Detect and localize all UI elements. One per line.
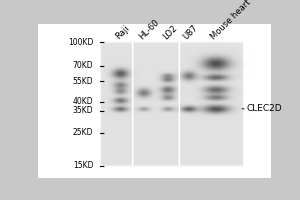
Text: U87: U87	[182, 23, 200, 41]
Text: 55KD: 55KD	[73, 77, 93, 86]
Text: 100KD: 100KD	[68, 38, 93, 47]
Text: Mouse heart: Mouse heart	[209, 0, 253, 41]
Text: 70KD: 70KD	[73, 61, 93, 70]
Text: CLEC2D: CLEC2D	[242, 104, 282, 113]
Text: 40KD: 40KD	[73, 97, 93, 106]
Text: LO2: LO2	[161, 23, 179, 41]
Text: 15KD: 15KD	[73, 161, 93, 170]
Text: HL-60: HL-60	[137, 17, 160, 41]
Text: 25KD: 25KD	[73, 128, 93, 137]
Text: Raji: Raji	[114, 24, 131, 41]
Text: 35KD: 35KD	[73, 106, 93, 115]
